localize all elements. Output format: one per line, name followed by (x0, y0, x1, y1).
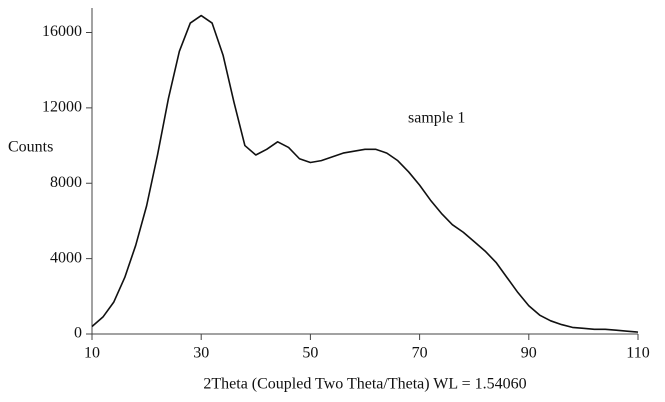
y-tick-label: 0 (74, 325, 82, 342)
y-axis-label: Counts (8, 139, 53, 156)
series-label: sample 1 (408, 110, 465, 127)
x-tick-label: 110 (626, 345, 649, 362)
x-tick-label: 70 (412, 345, 428, 362)
x-axis-label: 2Theta (Coupled Two Theta/Theta) WL = 1.… (203, 376, 526, 393)
x-tick-label: 50 (302, 345, 318, 362)
x-tick-label: 90 (521, 345, 537, 362)
y-tick-label: 12000 (42, 99, 82, 116)
y-tick-label: 16000 (42, 23, 82, 40)
data-line (91, 14, 639, 333)
x-tick-label: 30 (193, 345, 209, 362)
y-tick-label: 8000 (50, 174, 82, 191)
y-tick-label: 4000 (50, 249, 82, 266)
x-tick-label: 10 (84, 345, 100, 362)
